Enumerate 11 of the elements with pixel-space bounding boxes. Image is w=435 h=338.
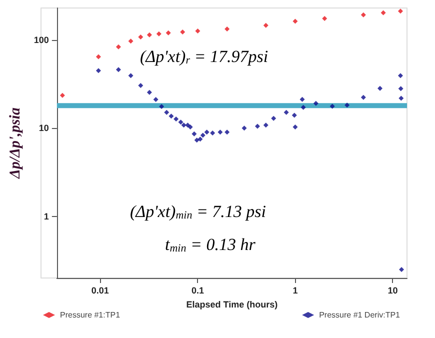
x-tick-label: 10: [388, 286, 398, 296]
legend-label: Pressure #1 Deriv:TP1: [319, 310, 401, 320]
x-tick-label: 0.01: [91, 286, 109, 296]
legend-label: Pressure #1:TP1: [60, 310, 121, 320]
x-axis-title: Elapsed Time (hours): [186, 299, 278, 310]
y-tick-label: 10: [38, 123, 49, 134]
y-tick-label: 1: [44, 211, 49, 222]
y-tick-label: 100: [34, 34, 49, 45]
x-tick-label: 1: [292, 286, 298, 296]
y-axis-title: Δp/Δp',psia: [8, 107, 24, 180]
x-tick-label: 0.1: [191, 286, 204, 296]
